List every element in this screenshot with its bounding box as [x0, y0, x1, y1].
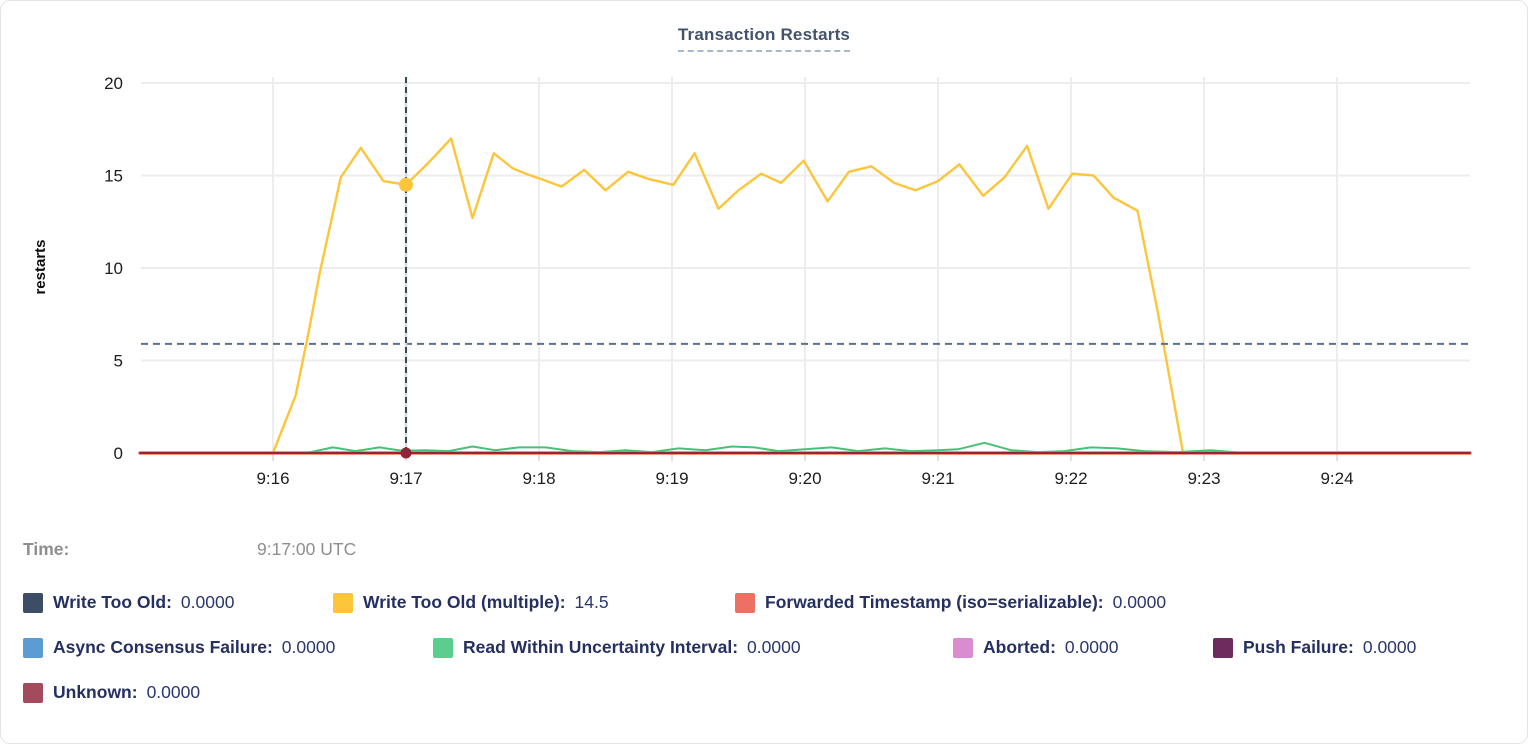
x-tick-label: 9:23 [1187, 469, 1220, 488]
legend-label: Forwarded Timestamp (iso=serializable): [765, 592, 1104, 612]
legend-swatch-icon [735, 592, 755, 613]
legend-row-1: Write Too Old: 0.0000 Write Too Old (multi… [1, 592, 1527, 620]
x-tick-label: 9:21 [921, 469, 954, 488]
time-value: 9:17:00 UTC [257, 539, 357, 559]
legend-swatch-icon [333, 592, 353, 613]
chart-title: Transaction Restarts [1, 25, 1527, 52]
time-label: Time: [23, 539, 70, 559]
series-line [139, 441, 1471, 454]
y-axis-title: restarts [32, 239, 49, 294]
legend-swatch-icon [433, 637, 453, 658]
legend-label: Read Within Uncertainty Interval: [463, 637, 739, 657]
legend-row-3: Unknown: 0.0000 [1, 682, 1527, 710]
legend-label: Unknown: [53, 682, 138, 702]
legend-item[interactable]: Aborted: 0.0000 [953, 637, 1118, 658]
y-tick-label: 5 [114, 352, 123, 371]
legend-item[interactable]: Write Too Old: 0.0000 [23, 592, 234, 613]
x-tick-label: 9:18 [522, 469, 555, 488]
legend-item[interactable]: Push Failure: 0.0000 [1213, 637, 1416, 658]
y-tick-label: 10 [104, 259, 123, 278]
hover-point [400, 447, 412, 459]
legend-swatch-icon [953, 637, 973, 658]
x-tick-label: 9:19 [655, 469, 688, 488]
x-tick-label: 9:17 [389, 469, 422, 488]
legend-item[interactable]: Unknown: 0.0000 [23, 682, 200, 703]
legend-label: Aborted: [983, 637, 1056, 657]
legend-value: 14.5 [574, 592, 609, 612]
legend-item[interactable]: Write Too Old (multiple): 14.5 [333, 592, 609, 613]
legend-item[interactable]: Forwarded Timestamp (iso=serializable): 0… [735, 592, 1166, 613]
chart-title-text[interactable]: Transaction Restarts [677, 25, 851, 52]
x-tick-label: 9:22 [1054, 469, 1087, 488]
legend-label: Write Too Old: [53, 592, 172, 612]
legend-value: 0.0000 [146, 682, 201, 702]
legend-value: 0.0000 [180, 592, 235, 612]
legend-value: 0.0000 [1064, 637, 1119, 657]
x-tick-label: 9:16 [256, 469, 289, 488]
legend-value: 0.0000 [1112, 592, 1167, 612]
y-tick-label: 0 [114, 444, 123, 463]
legend-row-2: Async Consensus Failure: 0.0000 Read Withi… [1, 637, 1527, 665]
legend-label: Async Consensus Failure: [53, 637, 273, 657]
x-tick-label: 9:20 [788, 469, 821, 488]
legend-item[interactable]: Async Consensus Failure: 0.0000 [23, 637, 335, 658]
legend-swatch-icon [23, 637, 43, 658]
legend-value: 0.0000 [1362, 637, 1417, 657]
legend-value: 0.0000 [747, 637, 801, 657]
legend-value: 0.0000 [281, 637, 336, 657]
legend-swatch-icon [23, 592, 43, 613]
y-tick-label: 20 [104, 74, 123, 93]
x-tick-label: 9:24 [1320, 469, 1353, 488]
hover-point [399, 177, 413, 192]
legend-swatch-icon [23, 682, 43, 703]
transaction-restarts-chart[interactable]: 9:16 9:17 9:18 9:19 9:20 9:21 9:22 9:23 9:24 0 5 10… [1, 1, 1528, 513]
legend-swatch-icon [1213, 637, 1233, 658]
y-tick-label: 15 [104, 167, 123, 186]
legend-label: Push Failure: [1243, 637, 1354, 657]
legend-label: Write Too Old (multiple): [363, 592, 566, 612]
legend-item[interactable]: Read Within Uncertainty Interval: 0.0000 [433, 637, 801, 658]
